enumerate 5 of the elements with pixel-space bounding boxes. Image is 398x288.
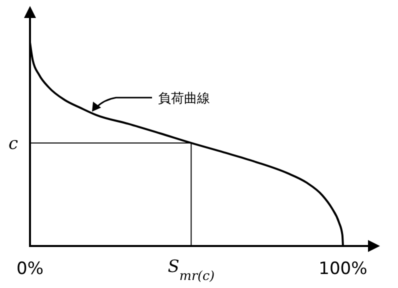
x-tick-label: 100% <box>318 259 368 280</box>
ref-line-label: S$_{mr(c)}$ <box>168 257 215 284</box>
x-tick-label: 0% <box>16 259 44 280</box>
ref-line-label: c <box>8 134 18 154</box>
annotation: 負荷曲線 <box>158 92 210 107</box>
